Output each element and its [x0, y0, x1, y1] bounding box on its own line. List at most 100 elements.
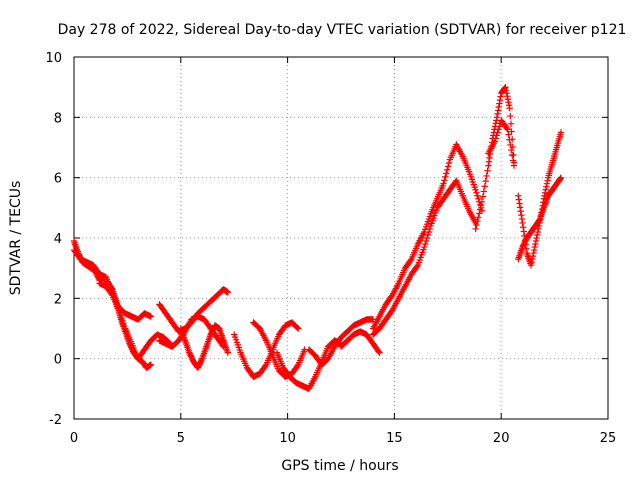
data-point: [294, 362, 301, 370]
data-point: [492, 135, 499, 142]
axis-ticks: 0 5 10 15 20 25 -2 0 2 4 6 8 10: [45, 51, 616, 446]
data-point: [496, 100, 503, 107]
data-point: [444, 163, 452, 170]
data-point: [480, 188, 488, 195]
data-point: [483, 172, 490, 180]
data-point: [376, 349, 383, 356]
data-point: [504, 96, 512, 103]
data-point: [484, 167, 491, 174]
data-point: [478, 198, 486, 205]
data-point: [534, 228, 542, 236]
data-point: [473, 189, 480, 196]
data-series: [485, 117, 518, 169]
data-point: [198, 356, 205, 364]
y-tick-label: 0: [54, 353, 62, 368]
data-point: [475, 214, 482, 221]
data-point: [485, 162, 492, 169]
data-point: [557, 174, 565, 181]
data-point: [520, 228, 527, 235]
data-point: [481, 183, 488, 190]
data-point: [495, 103, 502, 111]
data-point: [294, 324, 301, 331]
data-point: [147, 313, 155, 320]
data-point: [505, 131, 512, 138]
data-point: [529, 255, 536, 263]
data-point: [509, 157, 517, 164]
x-tick-label: 20: [493, 431, 510, 446]
data-point: [486, 154, 493, 162]
data-series: [472, 83, 518, 233]
data-point: [375, 348, 382, 355]
data-point: [532, 237, 540, 245]
data-point: [497, 93, 504, 100]
data-point: [530, 246, 538, 254]
y-axis-label: SDTVAR / TECUs: [8, 181, 24, 296]
data-point: [147, 361, 155, 368]
data-point: [421, 243, 428, 251]
x-tick-label: 5: [177, 431, 185, 446]
data-point: [507, 120, 515, 127]
data-point: [515, 192, 522, 199]
data-point: [440, 180, 447, 187]
x-tick-label: 15: [386, 431, 403, 446]
data-point: [477, 202, 485, 209]
y-tick-label: 8: [54, 111, 62, 126]
data-point: [532, 240, 539, 248]
data-point: [533, 234, 540, 242]
y-tick-label: -2: [49, 413, 62, 428]
data-point: [423, 234, 431, 242]
data-point: [507, 112, 514, 120]
data-point: [443, 166, 451, 174]
data-series: [305, 316, 377, 368]
data-point: [543, 183, 550, 190]
data-point: [507, 141, 514, 149]
data-point: [516, 200, 523, 207]
data-series: [369, 177, 479, 338]
data-point: [442, 173, 449, 181]
data-point: [445, 159, 453, 167]
data-point: [517, 208, 524, 215]
y-tick-label: 10: [45, 51, 62, 66]
data-point: [422, 237, 430, 245]
data-point: [531, 243, 538, 251]
data-point: [518, 215, 526, 223]
data-point: [425, 228, 433, 236]
y-tick-label: 4: [54, 232, 62, 247]
data-point: [544, 177, 551, 184]
data-point: [108, 290, 115, 298]
data-point: [491, 138, 498, 145]
data-points: [70, 83, 565, 393]
data-point: [528, 258, 535, 266]
data-point: [529, 252, 537, 260]
data-point: [441, 177, 448, 184]
data-point: [519, 224, 527, 231]
data-point: [476, 206, 484, 213]
data-series: [177, 322, 231, 371]
data-point: [515, 196, 523, 203]
data-point: [496, 96, 504, 104]
data-point: [426, 225, 433, 233]
data-point: [472, 186, 479, 193]
data-point: [508, 128, 515, 135]
data-point: [534, 231, 541, 239]
data-point: [506, 105, 513, 112]
data-point: [519, 219, 526, 227]
data-point: [262, 362, 269, 370]
data-point: [413, 263, 421, 270]
data-point: [494, 110, 501, 118]
data-point: [224, 349, 231, 356]
x-axis-label: GPS time / hours: [281, 458, 398, 474]
data-point: [530, 249, 537, 257]
data-point: [422, 240, 429, 248]
data-point: [494, 129, 501, 136]
data-point: [443, 170, 450, 177]
data-point: [557, 175, 564, 182]
data-point: [508, 152, 516, 159]
data-point: [475, 195, 482, 202]
data-point: [503, 124, 510, 132]
x-tick-label: 25: [600, 431, 617, 446]
data-point: [482, 177, 489, 185]
data-point: [407, 257, 414, 264]
y-tick-label: 6: [54, 172, 62, 187]
data-point: [424, 231, 432, 239]
